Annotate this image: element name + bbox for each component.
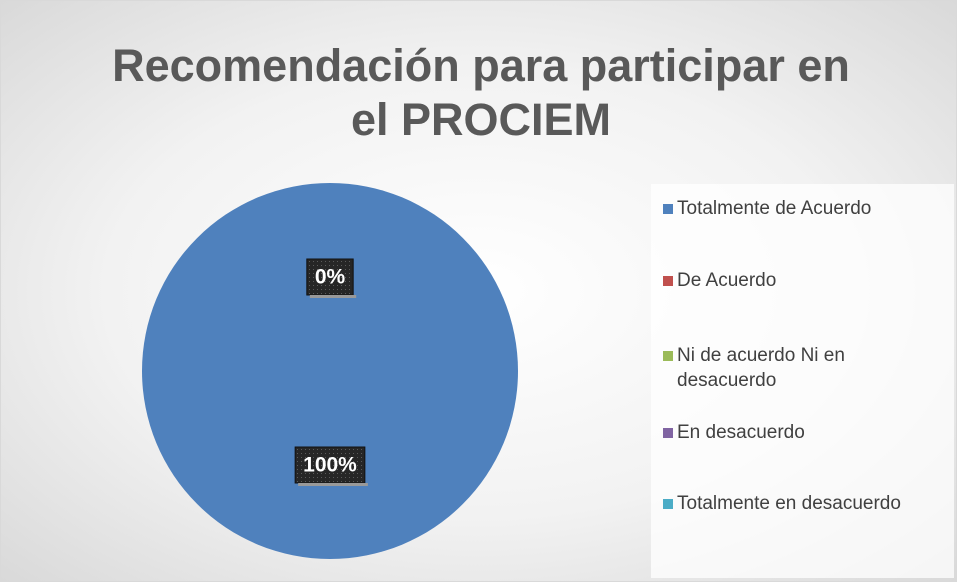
- legend-item: Totalmente de Acuerdo: [663, 196, 948, 221]
- legend-item: De Acuerdo: [663, 268, 948, 293]
- legend-swatch: [663, 428, 673, 438]
- legend-swatch: [663, 204, 673, 214]
- data-label-shadow: [298, 483, 368, 486]
- data-label-text: 100%: [303, 454, 357, 477]
- legend-label: De Acuerdo: [677, 270, 777, 291]
- data-label-shadow: [309, 295, 357, 298]
- chart-title: Recomendación para participar en el PROC…: [112, 40, 850, 145]
- legend-swatch: [663, 351, 673, 361]
- legend: Totalmente de Acuerdo De Acuerdo Ni de acu…: [651, 184, 954, 578]
- data-label: [306, 258, 357, 298]
- legend-swatch: [663, 499, 673, 509]
- legend-swatch: [663, 276, 673, 286]
- data-label-box: [294, 446, 366, 484]
- legend-label: Totalmente de Acuerdo: [677, 198, 872, 219]
- legend-item: En desacuerdo: [663, 420, 948, 445]
- legend-item: Ni de acuerdo Ni en desacuerdo: [663, 343, 948, 393]
- legend-label: Ni de acuerdo Ni en desacuerdo: [677, 345, 845, 391]
- legend-item: Totalmente en desacuerdo: [663, 491, 948, 516]
- legend-label: En desacuerdo: [677, 422, 805, 443]
- data-label-text: 0%: [315, 266, 346, 289]
- pie-slice: [142, 183, 518, 559]
- data-label: [294, 446, 368, 486]
- legend-label: Totalmente en desacuerdo: [677, 493, 901, 514]
